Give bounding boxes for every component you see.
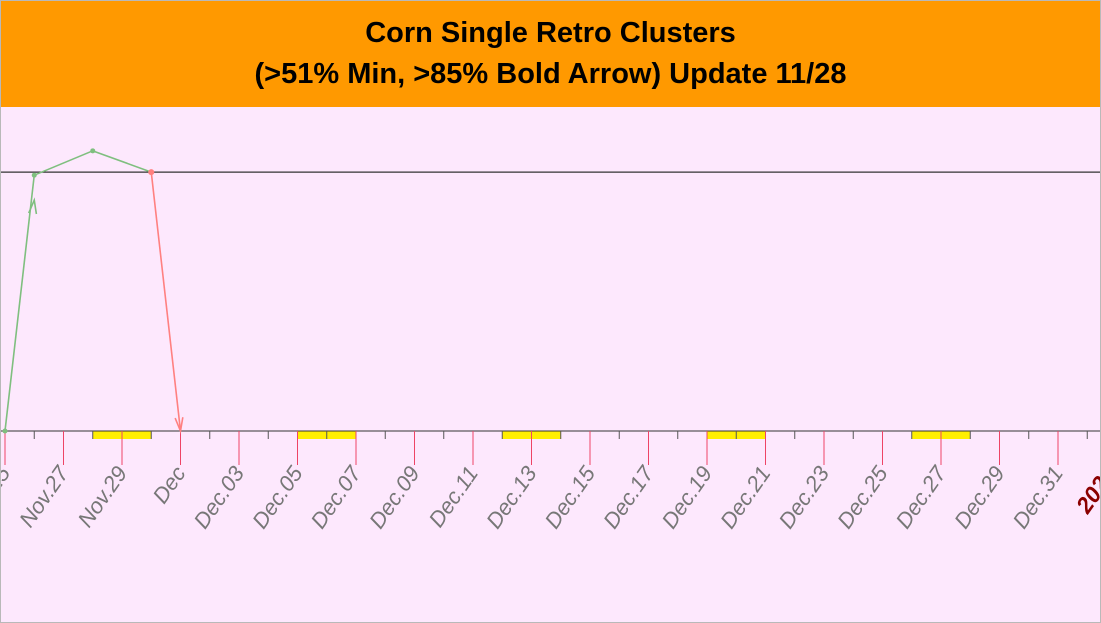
up-series-segment bbox=[33, 150, 94, 176]
up-series-point bbox=[31, 172, 37, 178]
up-series-point bbox=[2, 428, 8, 434]
down-series-point bbox=[148, 169, 155, 176]
down-arrow-head bbox=[174, 417, 184, 434]
up-series-segment bbox=[92, 150, 152, 173]
chart-subtitle: (>51% Min, >85% Bold Arrow) Update 11/28 bbox=[254, 58, 847, 90]
down-series-segment bbox=[150, 172, 182, 432]
up-series-segment bbox=[4, 175, 36, 432]
plot-background bbox=[1, 107, 1100, 622]
chart-title-bar: Corn Single Retro Clusters (>51% Min, >8… bbox=[1, 1, 1100, 107]
up-series-point bbox=[90, 148, 96, 154]
chart-title: Corn Single Retro Clusters bbox=[365, 17, 736, 49]
up-arrow-head bbox=[27, 197, 38, 215]
